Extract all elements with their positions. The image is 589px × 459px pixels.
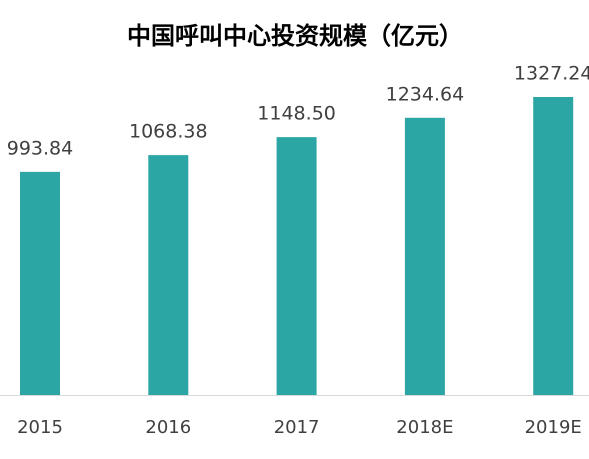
x-tick-label: 2015: [17, 417, 63, 438]
bar: [148, 155, 189, 395]
data-label: 1327.24: [514, 63, 589, 85]
data-label: 1148.50: [257, 103, 336, 125]
x-tick-label: 2017: [274, 417, 320, 438]
data-label: 993.84: [7, 137, 73, 159]
x-tick-label: 2019E: [525, 417, 582, 438]
bar: [533, 97, 574, 395]
x-tick-label: 2016: [145, 417, 191, 438]
data-label: 1068.38: [129, 121, 208, 143]
chart-title: 中国呼叫中心投资规模（亿元）: [127, 22, 463, 50]
x-tick-label: 2018E: [396, 417, 453, 438]
data-label: 1234.64: [386, 83, 465, 105]
bar: [276, 137, 317, 396]
bar: [404, 117, 445, 396]
bar: [20, 171, 60, 395]
